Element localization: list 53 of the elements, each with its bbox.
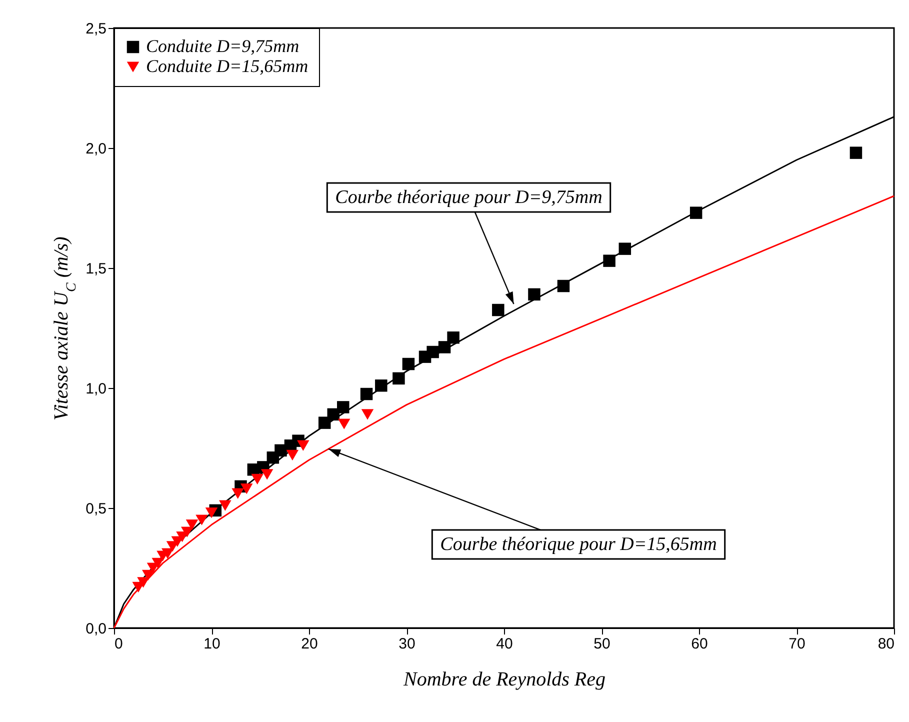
y-tick-label: 2,0: [86, 140, 106, 158]
x-tick-label: 80: [878, 636, 894, 652]
point: [690, 206, 702, 219]
point: [137, 577, 150, 588]
x-tick-label: 60: [691, 636, 708, 652]
point: [162, 548, 174, 559]
x-tick-label: 20: [301, 636, 318, 652]
point: [240, 483, 253, 494]
point: [618, 242, 632, 255]
point: [205, 507, 218, 518]
point: [337, 401, 350, 414]
y-tick-label: 0,5: [86, 500, 106, 518]
point: [286, 450, 299, 461]
x-tick-label: 30: [398, 636, 416, 652]
x-tick-label: 0: [114, 636, 123, 652]
x-axis-title: Nombre de Reynolds Reg: [402, 668, 606, 690]
point: [603, 254, 616, 267]
y-tick-label: 1,5: [86, 260, 106, 278]
point: [232, 488, 244, 499]
point: [152, 558, 164, 569]
point: [392, 372, 405, 385]
annotation: Courbe théorique pour D=9,75mm: [335, 187, 602, 208]
point: [528, 288, 540, 301]
point: [318, 416, 331, 429]
point: [260, 469, 274, 480]
x-tick-label: 70: [788, 636, 806, 652]
point: [181, 526, 194, 538]
point: [142, 570, 154, 581]
x-tick-label: 10: [204, 636, 220, 652]
point: [438, 341, 451, 354]
point: [338, 418, 350, 430]
annotation: Courbe théorique pour D=15,65mm: [440, 534, 717, 555]
point: [402, 358, 415, 370]
point: [492, 304, 504, 316]
x-tick-label: 50: [594, 636, 610, 652]
x-tick-label: 40: [496, 636, 513, 652]
point: [360, 388, 373, 400]
point: [426, 346, 439, 358]
point: [251, 474, 264, 485]
point: [196, 514, 208, 526]
y-tick-label: 2,5: [86, 20, 106, 38]
point: [186, 519, 198, 530]
legend-label: Conduite D=9,75mm: [146, 36, 300, 56]
legend-label: Conduite D=15,65mm: [146, 56, 308, 76]
y-tick-label: 0,0: [86, 620, 106, 638]
point: [557, 280, 570, 292]
point: [361, 409, 374, 420]
point: [375, 379, 388, 392]
point: [219, 500, 232, 511]
point: [297, 440, 310, 451]
point: [850, 146, 862, 159]
y-tick-label: 1,0: [86, 380, 106, 398]
point: [447, 331, 460, 344]
